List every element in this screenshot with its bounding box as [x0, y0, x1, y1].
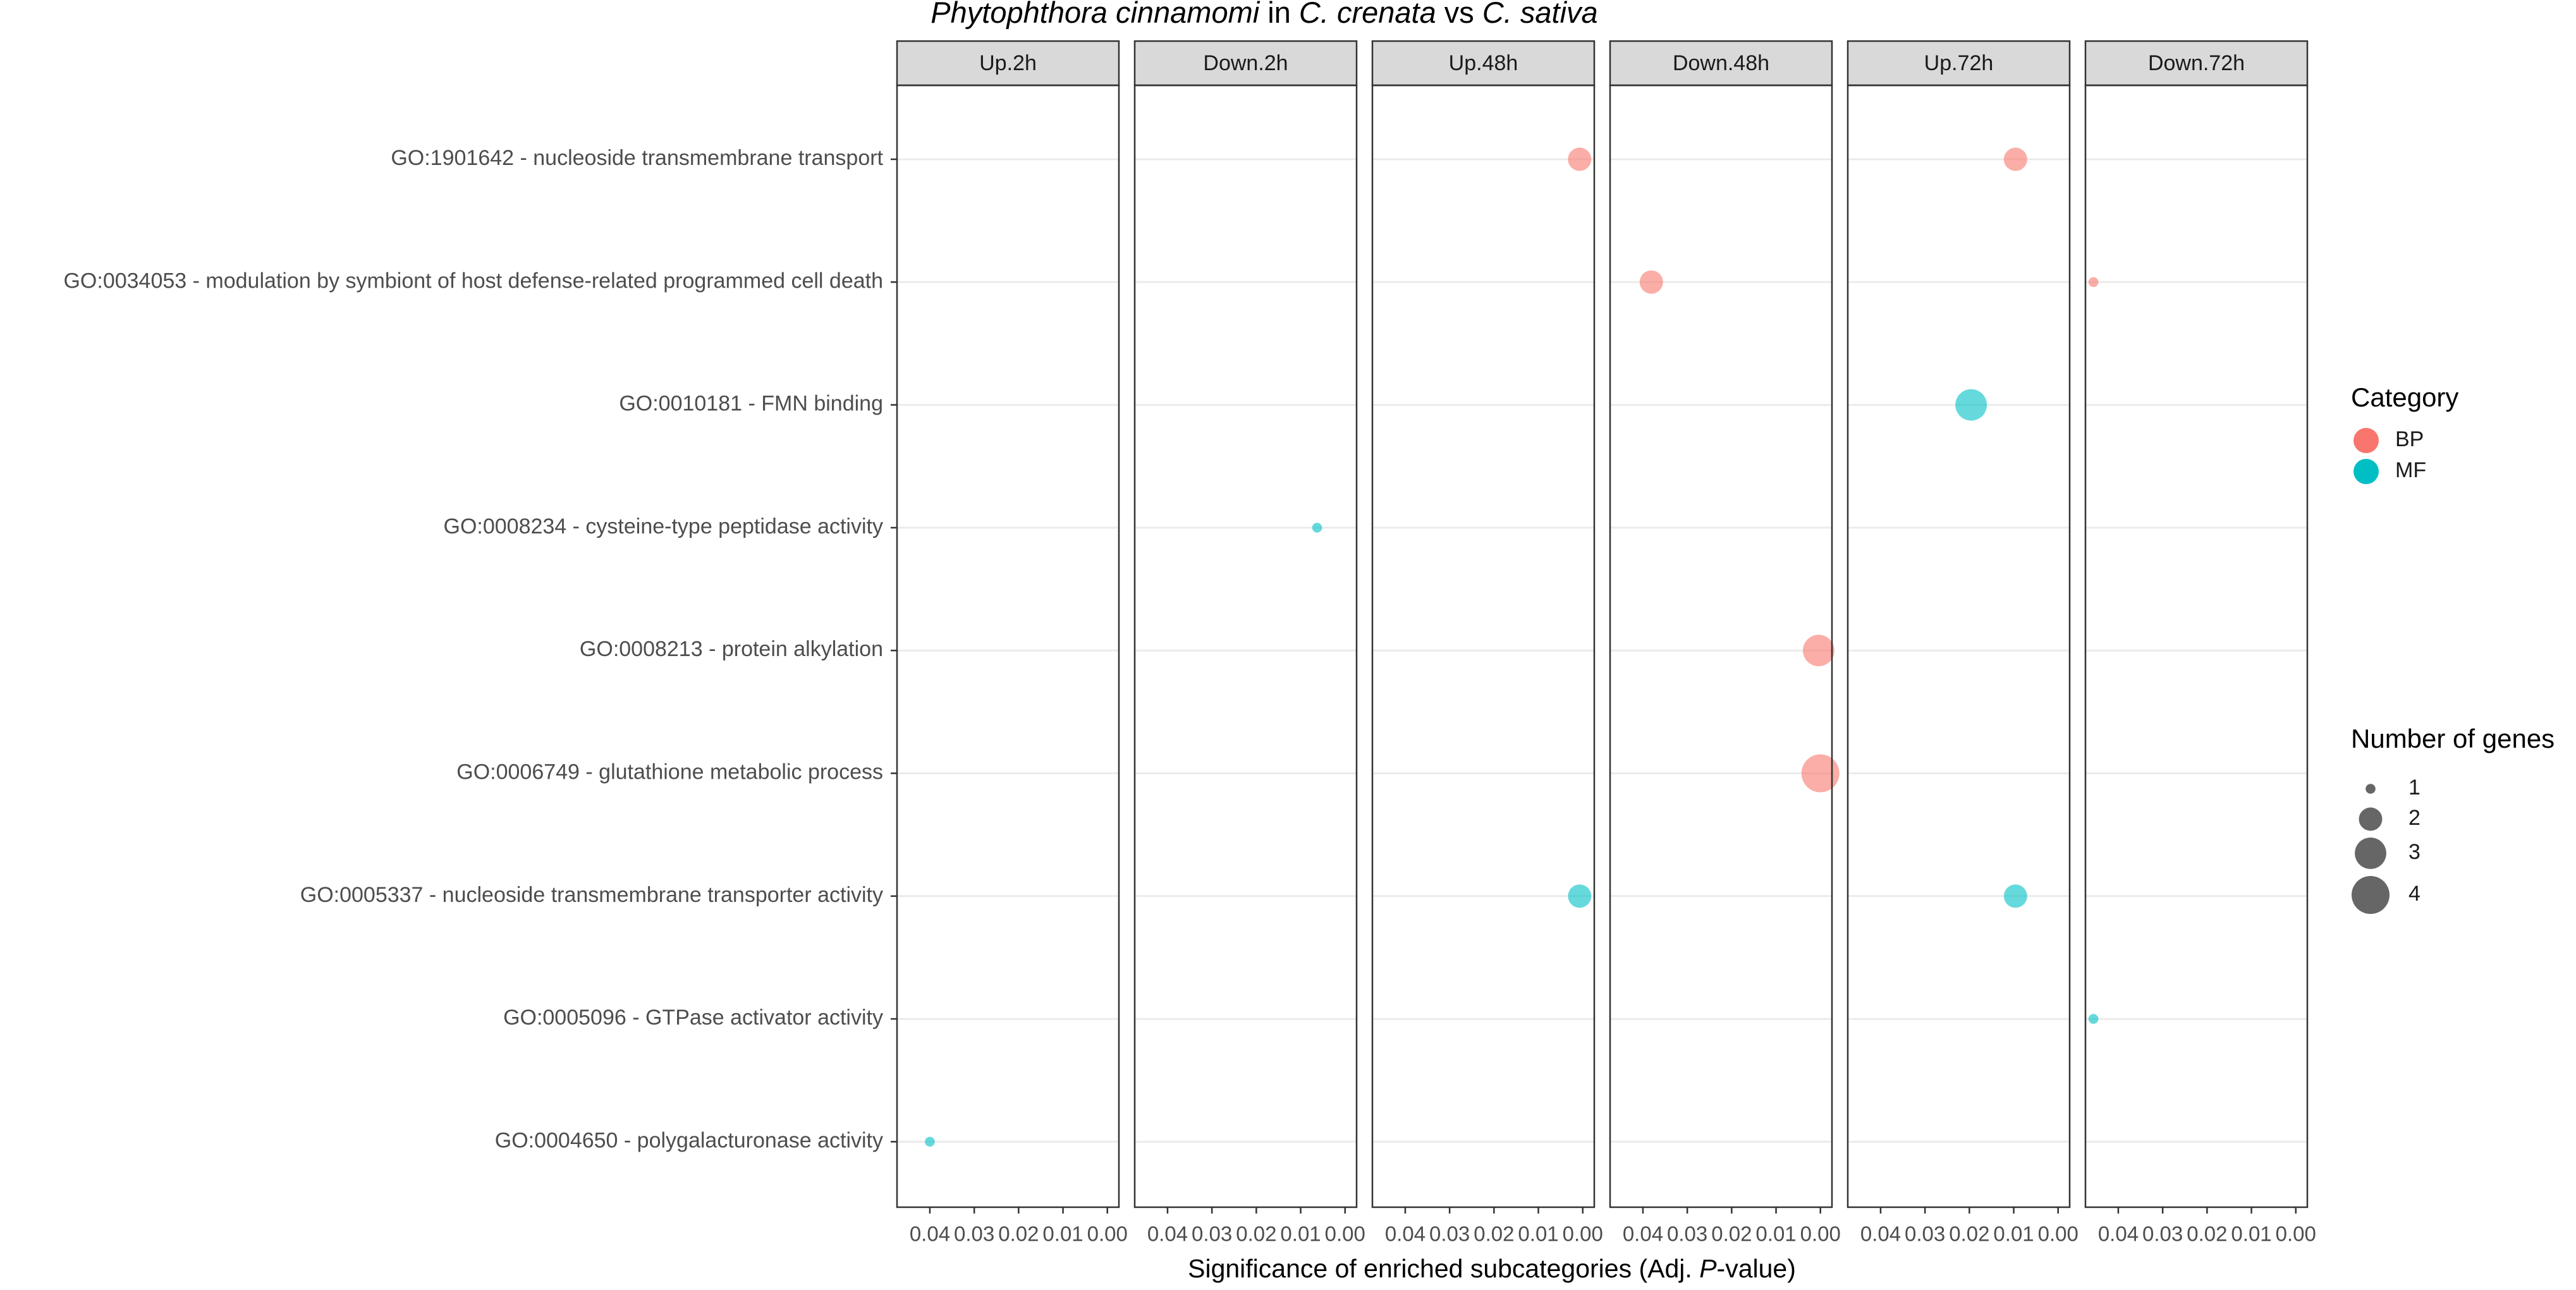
size-legend-title: Number of genes [2351, 724, 2555, 753]
x-tick-label: 0.03 [1192, 1222, 1232, 1246]
panel-background [2085, 85, 2307, 1207]
x-tick-label: 0.03 [1905, 1222, 1945, 1246]
strip-label: Up.2h [979, 51, 1037, 75]
text-part: vs [1436, 0, 1482, 29]
x-tick-label: 0.02 [1236, 1222, 1276, 1246]
point [1955, 389, 1987, 421]
y-tick-label: GO:0010181 - FMN binding [619, 392, 883, 416]
y-tick-label: GO:0008213 - protein alkylation [580, 637, 883, 661]
size-legend-marker [2365, 784, 2376, 794]
strip-label: Up.48h [1449, 51, 1518, 75]
point [1803, 635, 1834, 667]
panel-background [1372, 85, 1594, 1207]
size-legend-label: 3 [2408, 840, 2420, 864]
y-tick-label: GO:0005337 - nucleoside transmembrane tr… [300, 883, 883, 907]
size-legend-label: 4 [2408, 882, 2420, 906]
point [1568, 884, 1592, 908]
x-tick-label: 0.03 [1429, 1222, 1470, 1246]
x-tick-label: 0.02 [1474, 1222, 1514, 1246]
strip-label: Down.72h [2148, 51, 2245, 75]
x-tick-label: 0.02 [1711, 1222, 1752, 1246]
x-tick-label: 0.00 [1800, 1222, 1841, 1246]
x-tick-label: 0.04 [1860, 1222, 1901, 1246]
point [925, 1136, 935, 1147]
strip-label: Down.2h [1203, 51, 1288, 75]
size-legend-marker [2352, 876, 2390, 914]
point [1312, 523, 1322, 533]
y-tick-label: GO:0004650 - polygalacturonase activity [495, 1128, 883, 1152]
point [1568, 147, 1592, 171]
strip [896, 40, 1120, 87]
x-tick-label: 0.01 [1280, 1222, 1321, 1246]
size-legend-marker [2355, 837, 2386, 869]
x-tick-label: 0.02 [998, 1222, 1039, 1246]
x-tick-label: 0.00 [2276, 1222, 2316, 1246]
strip [1133, 40, 1358, 87]
panel-border [1133, 84, 1358, 1208]
x-tick-label: 0.01 [1755, 1222, 1796, 1246]
text-part: P [1699, 1254, 1717, 1283]
x-tick-label: 0.00 [1563, 1222, 1603, 1246]
strip [1847, 40, 2071, 87]
panel-background [897, 85, 1119, 1207]
chart-title: Phytophthora cinnamomi in C. crenata vs … [931, 0, 1597, 29]
point [1639, 270, 1663, 294]
x-tick-label: 0.02 [2187, 1222, 2227, 1246]
x-tick-label: 0.03 [954, 1222, 994, 1246]
x-tick-label: 0.04 [1385, 1222, 1425, 1246]
panel-background [1610, 85, 1832, 1207]
x-tick-label: 0.04 [1147, 1222, 1188, 1246]
legend-marker [2353, 428, 2379, 453]
strip-label: Down.48h [1673, 51, 1769, 75]
legend-marker [2353, 459, 2379, 484]
panel-background [1848, 85, 2070, 1207]
y-tick-label: GO:0008234 - cysteine-type peptidase act… [444, 514, 884, 539]
text-part: C. sativa [1482, 0, 1598, 29]
strip [1371, 40, 1596, 87]
legend-title: Category [2351, 382, 2458, 412]
y-tick-label: GO:0034053 - modulation by symbiont of h… [63, 269, 883, 293]
x-tick-label: 0.01 [1042, 1222, 1083, 1246]
legend-label: MF [2395, 458, 2426, 482]
point [2088, 277, 2099, 288]
strip [2084, 40, 2309, 87]
x-tick-label: 0.01 [1518, 1222, 1558, 1246]
x-tick-label: 0.04 [2098, 1222, 2139, 1246]
panel-background [1135, 85, 1357, 1207]
text-part: Significance of enriched subcategories (… [1188, 1254, 1699, 1283]
point [2088, 1014, 2099, 1024]
text-part: -value) [1717, 1254, 1796, 1283]
x-tick-label: 0.01 [2231, 1222, 2271, 1246]
panel-border [1847, 84, 2071, 1208]
x-tick-label: 0.01 [1993, 1222, 2034, 1246]
point [1801, 754, 1840, 793]
x-tick-label: 0.04 [910, 1222, 950, 1246]
panel-border [1609, 84, 1833, 1208]
text-part: in [1259, 0, 1299, 29]
text-part: C. crenata [1299, 0, 1436, 29]
panel-border [1371, 84, 1596, 1208]
x-tick-label: 0.00 [1325, 1222, 1365, 1246]
size-legend-label: 2 [2408, 806, 2420, 830]
x-tick-label: 0.03 [2142, 1222, 2183, 1246]
size-legend-marker [2359, 807, 2383, 831]
legend-label: BP [2395, 427, 2424, 451]
x-tick-label: 0.00 [2038, 1222, 2079, 1246]
panel-border [896, 84, 1120, 1208]
x-axis-title: Significance of enriched subcategories (… [1188, 1254, 1796, 1283]
x-tick-label: 0.00 [1087, 1222, 1128, 1246]
x-tick-label: 0.03 [1667, 1222, 1707, 1246]
strip-label: Up.72h [1924, 51, 1994, 75]
size-legend-label: 1 [2408, 776, 2420, 800]
x-tick-label: 0.02 [1949, 1222, 1989, 1246]
panel-border [2084, 84, 2309, 1208]
y-tick-label: GO:0006749 - glutathione metabolic proce… [456, 760, 883, 784]
y-tick-label: GO:1901642 - nucleoside transmembrane tr… [391, 146, 883, 170]
point [2003, 884, 2027, 908]
point [2003, 147, 2027, 171]
y-tick-label: GO:0005096 - GTPase activator activity [503, 1006, 883, 1030]
x-tick-label: 0.04 [1623, 1222, 1663, 1246]
text-part: Phytophthora cinnamomi [931, 0, 1260, 29]
